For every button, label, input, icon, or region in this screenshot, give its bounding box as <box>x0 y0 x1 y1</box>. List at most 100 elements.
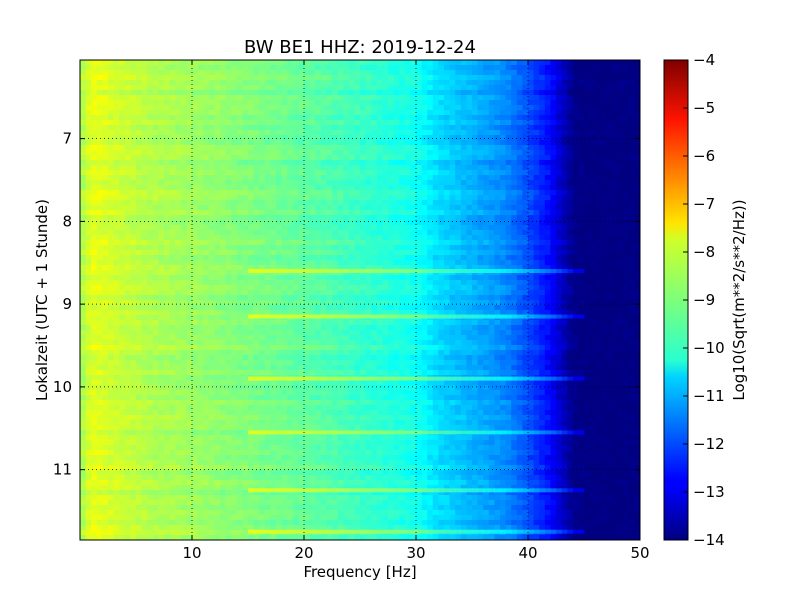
heatmap-cell <box>444 215 451 221</box>
heatmap-cell <box>186 60 193 66</box>
heatmap-cell <box>595 185 602 191</box>
heatmap-cell <box>80 180 87 186</box>
heatmap-cell <box>628 215 635 221</box>
heatmap-cell <box>449 240 456 246</box>
heatmap-cell <box>511 135 518 141</box>
heatmap-cell <box>147 280 154 286</box>
heatmap-cell <box>416 105 423 111</box>
heatmap-cell <box>192 155 199 161</box>
heatmap-cell <box>595 130 602 136</box>
heatmap-cell <box>96 175 103 181</box>
heatmap-cell <box>371 280 378 286</box>
heatmap-cell <box>264 155 271 161</box>
heatmap-cell <box>231 185 238 191</box>
heatmap-cell <box>488 150 495 156</box>
heatmap-cell <box>354 115 361 121</box>
heatmap-cell <box>438 125 445 131</box>
heatmap-cell <box>410 285 417 291</box>
heatmap-cell <box>197 190 204 196</box>
heatmap-cell <box>556 115 563 121</box>
heatmap-cell <box>528 300 535 306</box>
heatmap-cell <box>141 210 148 216</box>
heatmap-cell <box>141 290 148 296</box>
heatmap-cell <box>270 300 277 306</box>
heatmap-cell <box>382 260 389 266</box>
heatmap-cell <box>119 265 126 271</box>
heatmap-cell <box>91 305 98 311</box>
heatmap-cell <box>539 295 546 301</box>
heatmap-cell <box>511 140 518 146</box>
heatmap-cell <box>410 210 417 216</box>
heatmap-cell <box>80 265 87 271</box>
heatmap-cell <box>298 230 305 236</box>
heatmap-cell <box>589 265 596 271</box>
heatmap-cell <box>421 185 428 191</box>
heatmap-cell <box>628 80 635 86</box>
heatmap-cell <box>595 275 602 281</box>
heatmap-cell <box>253 155 260 161</box>
heatmap-cell <box>180 95 187 101</box>
heatmap-cell <box>444 95 451 101</box>
heatmap-cell <box>175 295 182 301</box>
heatmap-cell <box>488 210 495 216</box>
heatmap-cell <box>326 155 333 161</box>
heatmap-cell <box>287 115 294 121</box>
heatmap-cell <box>85 145 92 151</box>
heatmap-cell <box>124 220 131 226</box>
heatmap-cell <box>164 125 171 131</box>
heatmap-cell <box>292 120 299 126</box>
heatmap-cell <box>595 245 602 251</box>
heatmap-cell <box>561 140 568 146</box>
heatmap-cell <box>186 155 193 161</box>
heatmap-cell <box>108 295 115 301</box>
heatmap-cell <box>192 130 199 136</box>
heatmap-cell <box>281 290 288 296</box>
heatmap-cell <box>309 85 316 91</box>
heatmap-cell <box>416 200 423 206</box>
heatmap-cell <box>102 110 109 116</box>
heatmap-cell <box>477 250 484 256</box>
heatmap-cell <box>248 225 255 231</box>
heatmap-cell <box>214 80 221 86</box>
heatmap-cell <box>584 160 591 166</box>
heatmap-cell <box>617 195 624 201</box>
heatmap-cell <box>203 250 210 256</box>
heatmap-cell <box>539 70 546 76</box>
heatmap-cell <box>600 280 607 286</box>
heatmap-cell <box>539 185 546 191</box>
heatmap-cell <box>360 95 367 101</box>
heatmap-cell <box>113 260 120 266</box>
heatmap-cell <box>600 105 607 111</box>
heatmap-cell <box>248 120 255 126</box>
heatmap-cell <box>449 185 456 191</box>
heatmap-cell <box>208 175 215 181</box>
heatmap-cell <box>472 180 479 186</box>
heatmap-cell <box>304 235 311 241</box>
heatmap-cell <box>326 130 333 136</box>
heatmap-cell <box>253 135 260 141</box>
heatmap-cell <box>572 145 579 151</box>
heatmap-cell <box>544 120 551 126</box>
heatmap-cell <box>337 155 344 161</box>
heatmap-cell <box>231 225 238 231</box>
heatmap-cell <box>567 60 574 66</box>
heatmap-cell <box>382 75 389 81</box>
heatmap-cell <box>477 285 484 291</box>
heatmap-cell <box>600 65 607 71</box>
heatmap-cell <box>326 230 333 236</box>
heatmap-cell <box>410 75 417 81</box>
heatmap-cell <box>567 260 574 266</box>
heatmap-cell <box>567 140 574 146</box>
heatmap-cell <box>158 180 165 186</box>
heatmap-cell <box>572 70 579 76</box>
heatmap-cell <box>449 230 456 236</box>
heatmap-cell <box>472 135 479 141</box>
heatmap-cell <box>169 140 176 146</box>
heatmap-cell <box>231 230 238 236</box>
heatmap-cell <box>164 95 171 101</box>
heatmap-cell <box>533 165 540 171</box>
heatmap-cell <box>410 135 417 141</box>
heatmap-cell <box>130 300 137 306</box>
heatmap-cell <box>612 75 619 81</box>
heatmap-cell <box>214 105 221 111</box>
